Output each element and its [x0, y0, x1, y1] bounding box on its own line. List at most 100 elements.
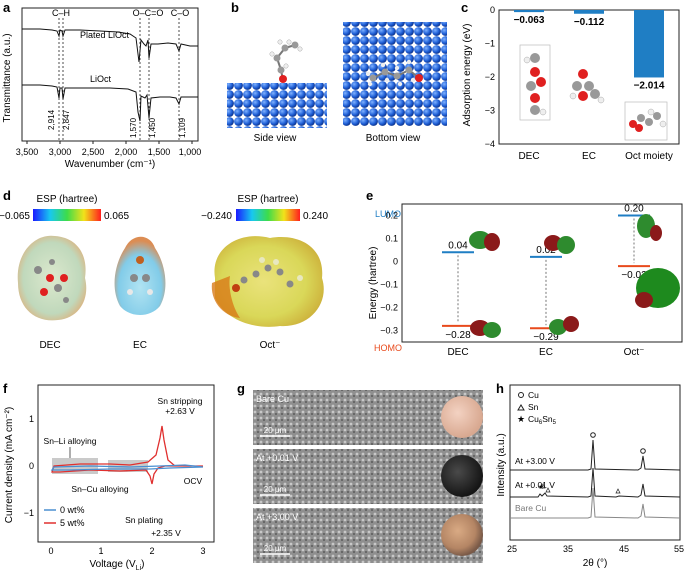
- sn-peak-marker: [615, 488, 621, 494]
- panel-label-e: e: [366, 188, 373, 203]
- orbital-category: DEC: [447, 347, 468, 358]
- oct-molecule-bottom: [365, 59, 423, 87]
- orbital-ytick: 0: [393, 257, 398, 267]
- cv-xtick: 2: [149, 546, 154, 556]
- xrd-chart: h Intensity (a.u.) 25 35 45 55 2θ (°) Cu…: [496, 381, 684, 569]
- bar-value-label: −0.112: [574, 17, 605, 28]
- panel-c: c Adsorption energy (eV) 0 −1 −2 −3 −4 −…: [455, 0, 685, 170]
- energy-ytick: 0: [490, 5, 495, 15]
- peak-label: 1,450: [148, 117, 157, 138]
- esp-title-1: ESP (hartree): [37, 194, 98, 205]
- lumo-value-labels: 0.04 0.02 0.20: [448, 204, 644, 256]
- ftir-xtick: 3,000: [49, 147, 72, 157]
- cu-slab-side: [227, 83, 327, 128]
- panel-label-g: g: [237, 381, 245, 396]
- homo-label: HOMO: [374, 343, 402, 353]
- orbital-category: EC: [539, 347, 553, 358]
- ftir-xtick: 2,000: [115, 147, 138, 157]
- orbital-ytick: 0.2: [385, 211, 398, 221]
- xrd-xtick: 25: [507, 544, 517, 554]
- photo-001v: [441, 455, 483, 497]
- cv-xtick: 3: [200, 546, 205, 556]
- annot-plating: Sn plating: [125, 515, 163, 525]
- xrd-trace-bare: [510, 487, 681, 519]
- energy-yticks: 0 −1 −2 −3 −4: [485, 5, 495, 149]
- ftir-ylabel: Transmittance (a.u.): [2, 33, 13, 122]
- lumo-value: 0.20: [624, 204, 644, 215]
- cv-ytick: 1: [29, 414, 34, 424]
- orbital-ytick: −0.2: [380, 303, 398, 313]
- esp-min-2: −0.240: [201, 211, 232, 222]
- panel-label-f: f: [3, 381, 8, 396]
- orbital-ytick: −0.1: [380, 280, 398, 290]
- cv-chart: f Current density (mA cm⁻²) 1 0 −1 0 1 2…: [3, 381, 215, 572]
- legend-5wt: 5 wt%: [60, 518, 85, 528]
- annot-ocv: OCV: [184, 476, 203, 486]
- xrd-xticks: 25 35 45 55: [507, 544, 684, 554]
- xrd-xtick: 55: [674, 544, 684, 554]
- scale-label: 20 μm: [264, 485, 287, 494]
- ec-molecule-inset: [569, 69, 605, 104]
- panel-label-c: c: [461, 0, 468, 15]
- panel-label-b: b: [231, 0, 239, 15]
- panel-f: f Current density (mA cm⁻²) 1 0 −1 0 1 2…: [0, 380, 218, 572]
- xrd-xtick: 35: [563, 544, 573, 554]
- orbital-levels: [442, 214, 650, 330]
- esp-colorbar-2: [236, 209, 300, 221]
- peak-label: 1,109: [178, 117, 187, 138]
- homo-value: −0.02: [621, 270, 647, 281]
- xrd-ylabel: Intensity (a.u.): [496, 433, 507, 496]
- caption-side-view: Side view: [254, 133, 298, 144]
- bar-value-label: −0.063: [514, 15, 545, 26]
- panel-a: a Transmittance (a.u.) 3,500 3,000 2,500…: [0, 0, 205, 170]
- lumo-value: 0.04: [448, 240, 468, 251]
- xrd-xlabel: 2θ (°): [583, 558, 608, 569]
- peak-label: 2,847: [62, 109, 71, 130]
- cv-ylabel: Current density (mA cm⁻²): [4, 407, 15, 523]
- xrd-label-001v: At +0.01 V: [515, 480, 555, 490]
- xrd-trace-001v: [510, 467, 681, 498]
- ftir-axes: [21, 7, 199, 142]
- sn-peak-marker: [545, 487, 551, 493]
- photo-300v: [441, 514, 483, 556]
- bond-label-co: C–O: [171, 8, 190, 18]
- esp-max-2: 0.240: [303, 211, 328, 222]
- photo-bare-cu: [441, 396, 483, 438]
- oct-molecule-inset: [624, 101, 668, 141]
- scale-label: 20 μm: [264, 544, 287, 553]
- xrd-label-bare: Bare Cu: [515, 503, 546, 513]
- oct-molecule-side: [269, 39, 303, 83]
- esp-label-ec: EC: [133, 340, 147, 351]
- orbital-energy-chart: e LUMO HOMO Energy (hartree) 0.2 0.1 0 −…: [366, 188, 683, 358]
- trace-label-lioct: LiOct: [90, 74, 112, 84]
- orbital-axes: [401, 203, 683, 343]
- orbital-yticks: 0.2 0.1 0 −0.1 −0.2 −0.3: [380, 211, 398, 336]
- ec-esp-surface: [114, 236, 166, 315]
- ftir-xlabel: Wavenumber (cm⁻¹): [65, 159, 155, 170]
- bar-category-label: Oct moiety: [625, 151, 673, 162]
- sem-title-300v: At +3.00 V: [256, 512, 298, 522]
- energy-bar: [634, 10, 664, 78]
- ftir-xtick: 3,500: [16, 147, 39, 157]
- energy-ylabel: Adsorption energy (eV): [462, 24, 473, 127]
- energy-ytick: −2: [485, 72, 495, 82]
- ftir-trace-plated: [22, 28, 198, 63]
- xrd-legend: Cu Sn ★ Cu6Sn5: [517, 390, 557, 426]
- xrd-xtick: 45: [619, 544, 629, 554]
- energy-ytick: −4: [485, 139, 495, 149]
- bar-value-label: −2.014: [634, 80, 665, 91]
- ftir-chart: a Transmittance (a.u.) 3,500 3,000 2,500…: [2, 0, 201, 170]
- ftir-xticks: 3,500 3,000 2,500 2,000 1,500 1,000: [16, 141, 201, 157]
- cv-axes: [37, 384, 215, 543]
- annot-stripping-v: +2.63 V: [165, 406, 195, 416]
- lumo-value: 0.02: [536, 245, 556, 256]
- sem-title-bare: Bare Cu: [256, 394, 289, 404]
- cv-xtick: 1: [98, 546, 103, 556]
- peak-label: 1,570: [129, 117, 138, 138]
- svg-text:★: ★: [517, 414, 525, 424]
- sem-images: g Bare Cu 20 μm At +0.01 V 20 μm At +3.0…: [237, 381, 483, 563]
- energy-bar: [574, 10, 604, 14]
- cv-xtick: 0: [48, 546, 53, 556]
- panel-g: g Bare Cu 20 μm At +0.01 V 20 μm At +3.0…: [235, 380, 485, 570]
- esp-maps: d ESP (hartree) −0.065 0.065 ESP (hartre…: [0, 188, 328, 351]
